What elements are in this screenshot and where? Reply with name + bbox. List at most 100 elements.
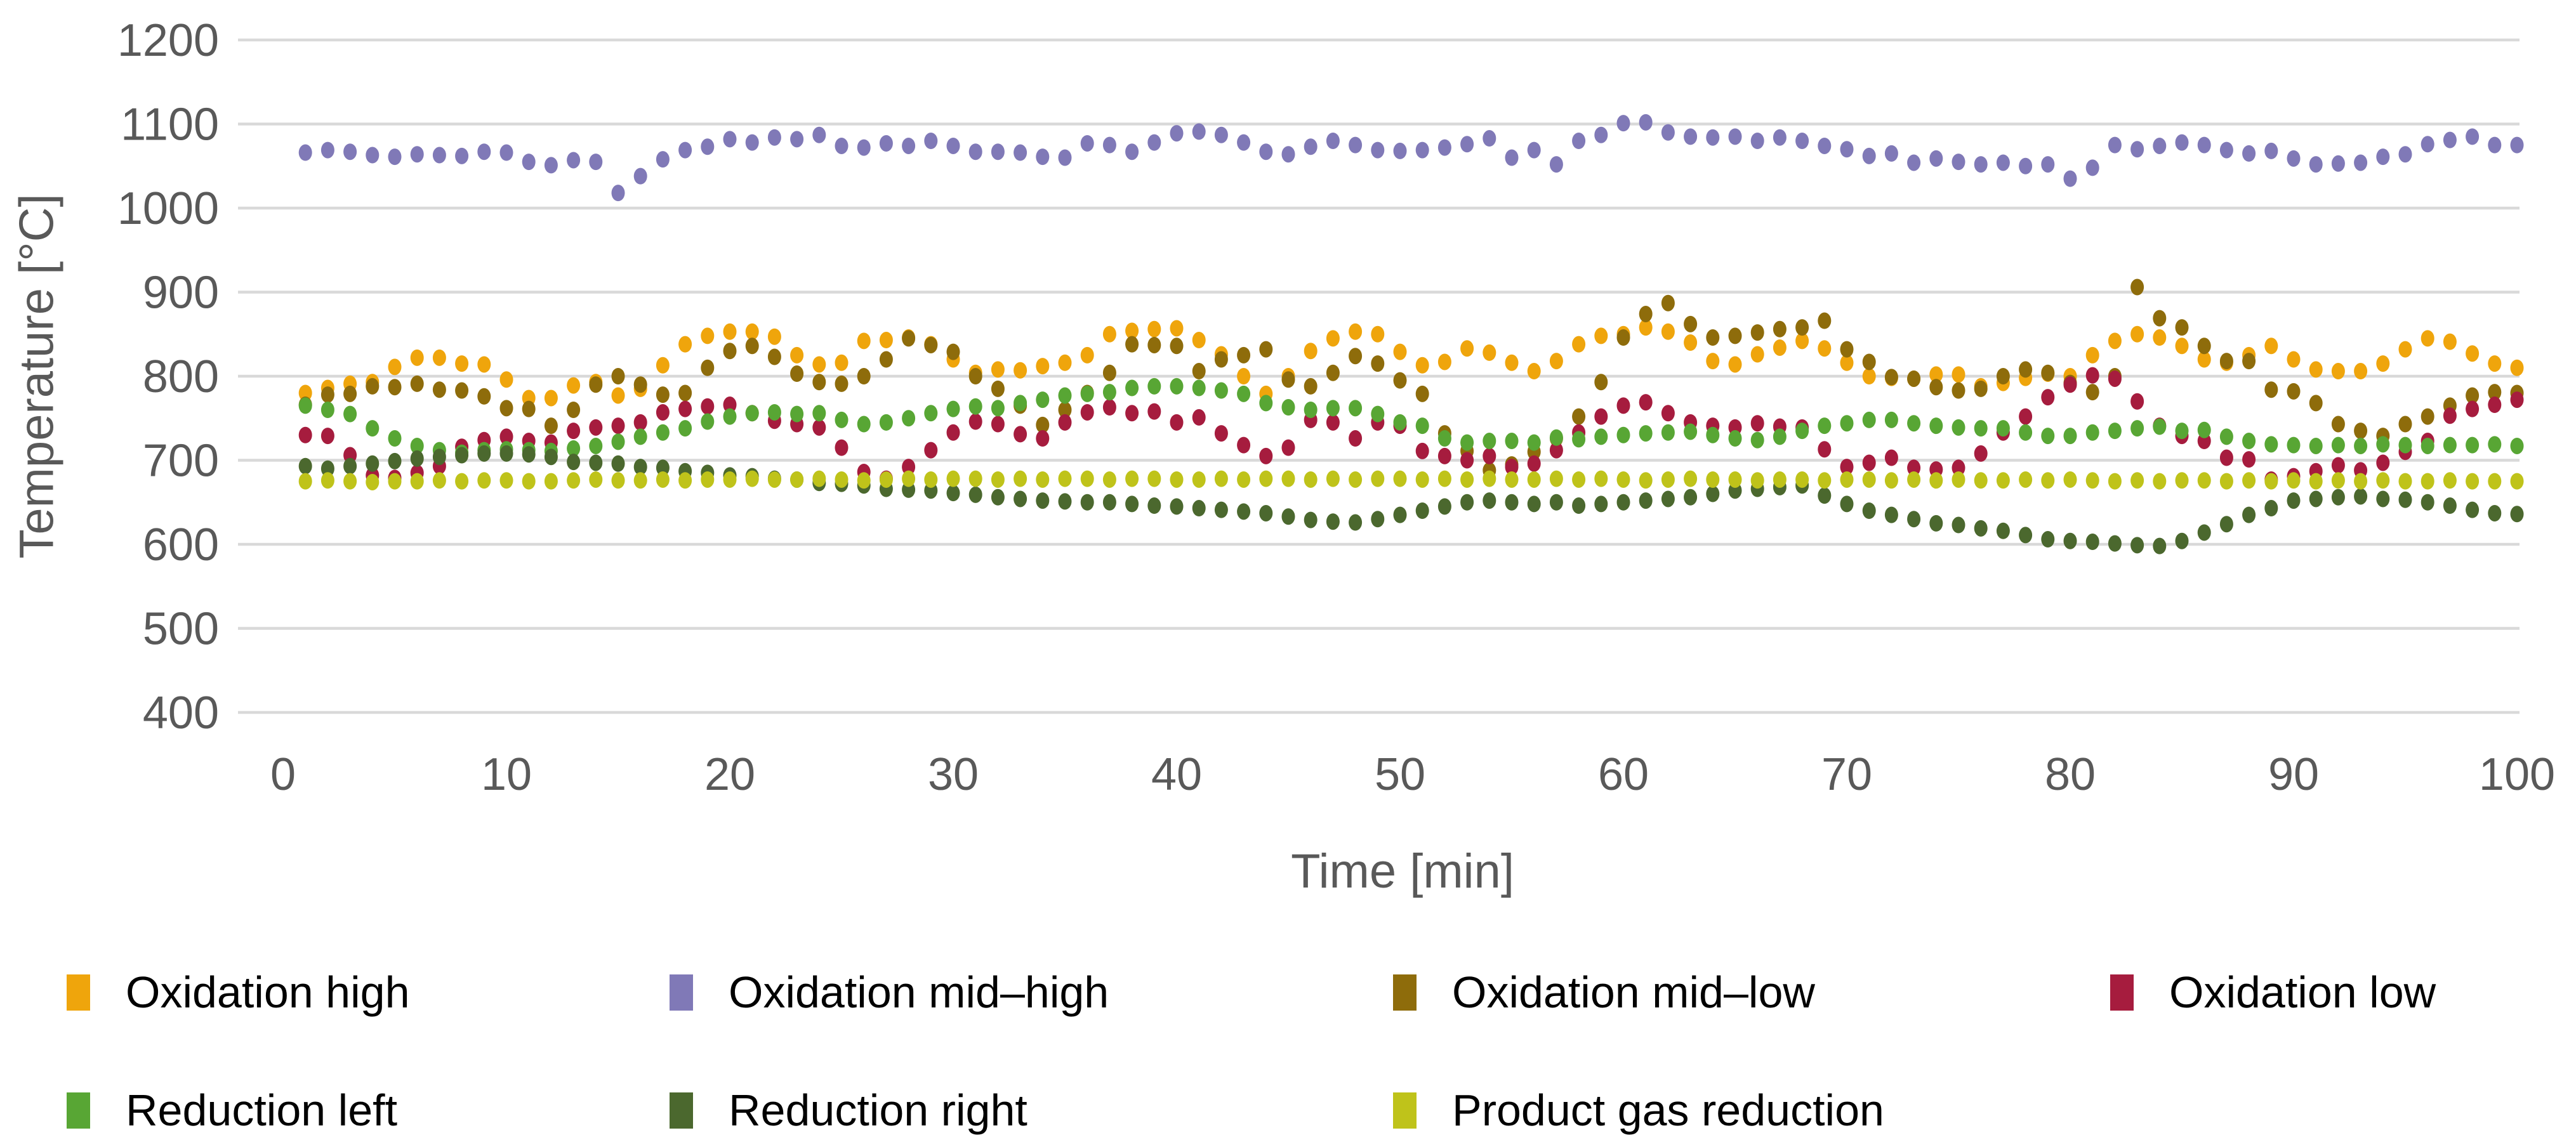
data-point: [835, 471, 849, 488]
data-point: [701, 413, 715, 430]
data-point: [723, 408, 737, 425]
data-point: [1639, 394, 1653, 411]
data-point: [1706, 426, 1720, 443]
data-point: [1818, 137, 1832, 154]
data-point: [1237, 471, 1251, 488]
data-point: [968, 486, 982, 503]
data-point: [1706, 329, 1720, 346]
data-point: [2488, 136, 2502, 154]
data-point: [1929, 417, 1943, 435]
data-point: [499, 428, 513, 445]
data-point: [1415, 141, 1429, 159]
data-point: [1840, 459, 1854, 476]
data-point: [1080, 385, 1094, 402]
data-point: [2488, 397, 2502, 414]
data-point: [767, 129, 781, 146]
data-point: [2376, 472, 2390, 489]
data-point: [857, 139, 871, 156]
data-point: [1505, 494, 1519, 511]
data-point: [343, 405, 357, 423]
data-point: [1572, 336, 1586, 353]
data-point: [611, 368, 625, 384]
data-point: [1192, 471, 1206, 488]
legend-swatch: [67, 1092, 90, 1129]
data-point: [1192, 409, 1206, 426]
data-point: [1706, 471, 1720, 488]
data-point: [946, 343, 960, 360]
data-point: [633, 167, 647, 185]
data-point: [1371, 470, 1385, 487]
data-point: [2331, 436, 2345, 454]
data-point: [1036, 430, 1050, 447]
data-point: [2153, 418, 2167, 435]
y-tick-label: 900: [143, 268, 219, 318]
data-point: [2488, 355, 2502, 372]
data-point: [1929, 150, 1943, 167]
data-point: [968, 398, 982, 415]
data-point: [1281, 508, 1295, 525]
data-point: [835, 439, 849, 456]
data-point: [544, 417, 558, 435]
data-point: [2421, 437, 2434, 454]
data-point: [745, 338, 759, 355]
data-point: [410, 146, 424, 163]
data-point: [835, 354, 849, 371]
data-point: [2354, 473, 2368, 490]
data-point: [2466, 473, 2480, 490]
data-point: [2443, 472, 2457, 489]
data-point: [1884, 506, 1898, 523]
legend-item: Reduction left: [67, 1088, 670, 1132]
data-point: [1862, 147, 1876, 164]
data-point: [1437, 470, 1451, 487]
data-point: [1415, 442, 1429, 459]
data-point: [1415, 502, 1429, 519]
data-point: [544, 157, 558, 174]
data-point: [1326, 364, 1340, 381]
series-reduction-left: [298, 377, 2524, 461]
data-point: [1750, 415, 1764, 432]
data-point: [2219, 449, 2233, 466]
data-point: [1750, 324, 1764, 341]
data-point: [1371, 141, 1385, 159]
data-point: [1036, 391, 1050, 409]
data-point: [1058, 414, 1072, 431]
data-point: [968, 413, 982, 430]
data-point: [1750, 346, 1764, 363]
data-point: [723, 397, 737, 414]
data-point: [1884, 472, 1898, 489]
data-point: [1549, 429, 1563, 446]
data-point: [1170, 125, 1184, 142]
data-point: [2219, 353, 2233, 370]
data-point: [2041, 389, 2055, 406]
data-point: [1929, 472, 1943, 489]
data-point: [1281, 146, 1295, 163]
data-point: [1058, 470, 1072, 487]
data-point: [2398, 473, 2412, 490]
data-point: [567, 440, 581, 457]
data-point: [968, 470, 982, 487]
data-point: [410, 437, 424, 454]
data-point: [1840, 495, 1854, 513]
data-point: [1214, 126, 1228, 143]
data-point: [1393, 142, 1407, 159]
data-point: [1639, 425, 1653, 442]
data-point: [410, 349, 424, 366]
data-point: [1014, 470, 1027, 487]
data-point: [1125, 470, 1139, 487]
legend-label: Reduction left: [126, 1085, 398, 1135]
data-point: [432, 147, 446, 164]
data-point: [790, 346, 804, 364]
data-point: [1214, 425, 1228, 442]
data-point: [1773, 320, 1787, 338]
data-point: [1393, 372, 1407, 389]
data-point: [1661, 471, 1675, 488]
data-point: [2197, 338, 2211, 355]
data-point: [745, 405, 759, 422]
data-point: [1102, 384, 1116, 401]
data-point: [1125, 143, 1139, 161]
data-point: [1058, 354, 1072, 371]
data-point: [1437, 430, 1451, 447]
data-point: [2488, 436, 2502, 453]
data-point: [2063, 532, 2077, 549]
data-point: [1594, 327, 1608, 344]
